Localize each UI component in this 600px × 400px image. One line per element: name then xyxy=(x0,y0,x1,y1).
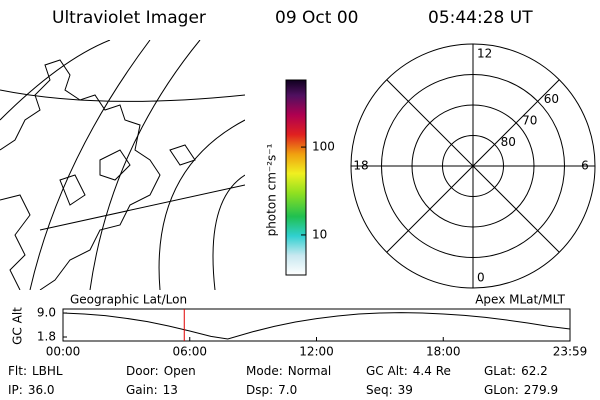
info-field: Seq: 39 xyxy=(366,383,413,397)
mlt-label: 12 xyxy=(477,47,492,61)
info-field: Door: Open xyxy=(126,364,196,378)
x-tick-label: 00:00 xyxy=(46,345,81,359)
x-tick-label: 18:00 xyxy=(426,345,461,359)
grid-lines xyxy=(0,40,245,290)
colorbar-tick-label: 100 xyxy=(312,140,335,154)
mlt-label: 18 xyxy=(353,159,368,173)
info-label: GC Alt: xyxy=(366,364,408,378)
info-field: Gain: 13 xyxy=(126,383,178,397)
plot-frame xyxy=(62,308,571,342)
y-tick-label: 1.8 xyxy=(37,330,56,344)
info-field: GC Alt: 4.4 Re xyxy=(366,364,451,378)
info-field: Mode: Normal xyxy=(246,364,331,378)
info-value: 62.2 xyxy=(521,364,548,378)
altitude-plot: Geographic Lat/Lon Apex MLat/MLT GC Alt 9.0… xyxy=(11,293,588,359)
info-label: Dsp: xyxy=(246,383,273,397)
lat-label: 60 xyxy=(544,92,559,106)
title: Ultraviolet Imager xyxy=(52,8,206,28)
info-value: Open xyxy=(164,364,196,378)
info-label: Mode: xyxy=(246,364,283,378)
mlt-label: 6 xyxy=(581,159,589,173)
coastline xyxy=(0,59,196,290)
altitude-curve xyxy=(62,312,571,340)
date: 09 Oct 00 xyxy=(275,8,358,28)
time: 05:44:28 UT xyxy=(428,8,533,28)
colorbar-scale xyxy=(285,79,307,276)
left-title: Geographic Lat/Lon xyxy=(70,293,187,307)
x-tick-label: 23:59 xyxy=(553,345,588,359)
right-title: Apex MLat/MLT xyxy=(475,293,565,307)
info-value: 13 xyxy=(163,383,178,397)
x-tick-label: 12:00 xyxy=(299,345,334,359)
info-label: IP: xyxy=(8,383,23,397)
info-panel: Flt: LBHL Door: Open Mode: Normal GC Alt: 4.4 R… xyxy=(8,364,558,397)
lat-label: 70 xyxy=(522,113,537,127)
x-tick-label: 06:00 xyxy=(172,345,207,359)
info-field: GLon: 279.9 xyxy=(484,383,558,397)
info-label: Flt: xyxy=(8,364,27,378)
info-value: 39 xyxy=(398,383,413,397)
colorbar-label: photon cm⁻²s⁻¹ xyxy=(265,143,279,236)
info-label: Gain: xyxy=(126,383,158,397)
info-value: 36.0 xyxy=(28,383,55,397)
info-label: GLat: xyxy=(484,364,516,378)
info-field: GLat: 62.2 xyxy=(484,364,548,378)
info-value: Normal xyxy=(288,364,331,378)
polar-plot: 60 70 80 0 6 12 18 xyxy=(350,43,596,289)
info-value: 279.9 xyxy=(524,383,558,397)
info-value: LBHL xyxy=(32,364,63,378)
mlt-label: 0 xyxy=(477,271,485,285)
y-tick-label: 9.0 xyxy=(37,306,56,320)
y-label: GC Alt xyxy=(11,307,25,345)
info-label: Seq: xyxy=(366,383,393,397)
info-label: GLon: xyxy=(484,383,519,397)
colorbar-tick-label: 10 xyxy=(312,227,327,241)
map xyxy=(0,40,245,290)
info-field: IP: 36.0 xyxy=(8,383,55,397)
colorbar: photon cm⁻²s⁻¹ xyxy=(265,79,307,276)
info-field: Flt: LBHL xyxy=(8,364,63,378)
lat-label: 80 xyxy=(501,135,516,149)
info-field: Dsp: 7.0 xyxy=(246,383,297,397)
info-label: Door: xyxy=(126,364,159,378)
info-value: 7.0 xyxy=(278,383,297,397)
info-value: 4.4 Re xyxy=(413,364,451,378)
